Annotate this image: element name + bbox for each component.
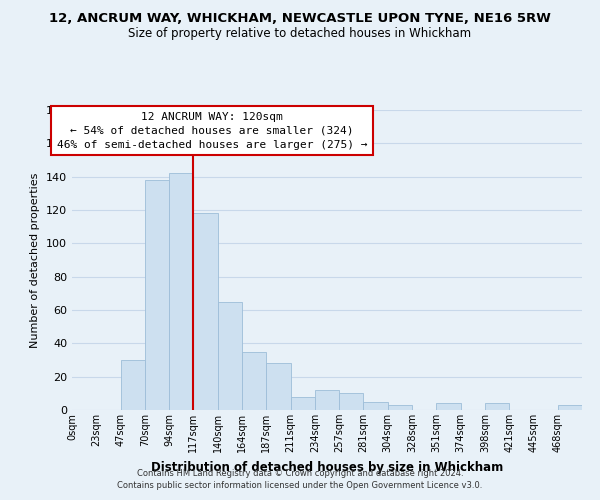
Bar [436, 404, 461, 410]
Text: Contains HM Land Registry data © Crown copyright and database right 2024.: Contains HM Land Registry data © Crown c… [137, 468, 463, 477]
Text: 12 ANCRUM WAY: 120sqm
← 54% of detached houses are smaller (324)
46% of semi-det: 12 ANCRUM WAY: 120sqm ← 54% of detached … [57, 112, 367, 150]
Bar [266, 364, 290, 410]
Bar [169, 174, 193, 410]
X-axis label: Distribution of detached houses by size in Whickham: Distribution of detached houses by size … [151, 460, 503, 473]
Y-axis label: Number of detached properties: Number of detached properties [31, 172, 40, 348]
Bar [145, 180, 169, 410]
Text: Size of property relative to detached houses in Whickham: Size of property relative to detached ho… [128, 28, 472, 40]
Text: 12, ANCRUM WAY, WHICKHAM, NEWCASTLE UPON TYNE, NE16 5RW: 12, ANCRUM WAY, WHICKHAM, NEWCASTLE UPON… [49, 12, 551, 26]
Bar [558, 405, 582, 410]
Bar [121, 360, 145, 410]
Bar [218, 302, 242, 410]
Text: Contains public sector information licensed under the Open Government Licence v3: Contains public sector information licen… [118, 481, 482, 490]
Bar [388, 405, 412, 410]
Bar [315, 390, 339, 410]
Bar [193, 214, 218, 410]
Bar [485, 404, 509, 410]
Bar [242, 352, 266, 410]
Bar [339, 394, 364, 410]
Bar [364, 402, 388, 410]
Bar [290, 396, 315, 410]
